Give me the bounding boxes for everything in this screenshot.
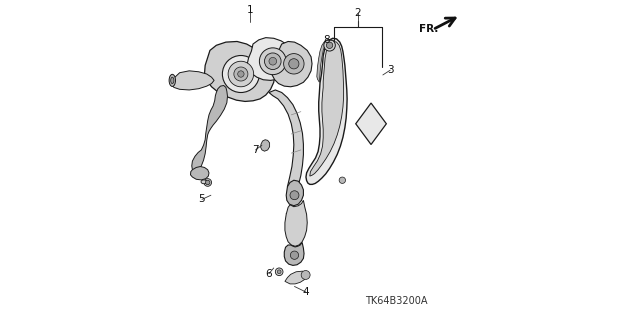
- Polygon shape: [285, 200, 307, 246]
- Text: 2: 2: [355, 8, 361, 18]
- Circle shape: [259, 48, 286, 75]
- Text: 4: 4: [302, 287, 309, 297]
- Ellipse shape: [169, 74, 175, 86]
- Circle shape: [205, 180, 210, 185]
- Circle shape: [339, 177, 346, 183]
- Polygon shape: [285, 271, 307, 284]
- Polygon shape: [286, 180, 303, 206]
- Text: 3: 3: [387, 65, 394, 75]
- Circle shape: [290, 191, 299, 200]
- Polygon shape: [317, 40, 328, 82]
- Polygon shape: [172, 71, 214, 90]
- Ellipse shape: [171, 77, 174, 84]
- Circle shape: [275, 268, 283, 276]
- Circle shape: [234, 67, 248, 81]
- Text: FR.: FR.: [419, 24, 438, 34]
- Circle shape: [291, 251, 299, 259]
- Circle shape: [204, 179, 212, 186]
- Circle shape: [324, 40, 335, 51]
- Text: 7: 7: [252, 145, 259, 155]
- Polygon shape: [247, 38, 295, 80]
- Polygon shape: [356, 103, 387, 145]
- Circle shape: [277, 270, 281, 274]
- Polygon shape: [306, 38, 347, 184]
- Circle shape: [264, 53, 281, 70]
- Circle shape: [326, 42, 333, 48]
- Text: TK64B3200A: TK64B3200A: [365, 296, 428, 307]
- Circle shape: [237, 71, 244, 77]
- Polygon shape: [271, 41, 312, 87]
- Circle shape: [228, 61, 253, 87]
- Polygon shape: [310, 41, 344, 176]
- Polygon shape: [191, 167, 209, 180]
- Circle shape: [289, 59, 299, 69]
- Polygon shape: [260, 140, 269, 151]
- Ellipse shape: [201, 180, 207, 184]
- Polygon shape: [284, 242, 304, 265]
- Text: 8: 8: [323, 35, 330, 45]
- Text: 6: 6: [266, 269, 272, 279]
- Circle shape: [301, 271, 310, 279]
- Circle shape: [284, 54, 304, 74]
- Polygon shape: [269, 90, 303, 193]
- Text: 5: 5: [198, 194, 205, 204]
- Polygon shape: [192, 85, 227, 172]
- Polygon shape: [205, 41, 275, 101]
- Text: 1: 1: [246, 4, 253, 15]
- Circle shape: [222, 56, 259, 93]
- Circle shape: [269, 57, 276, 65]
